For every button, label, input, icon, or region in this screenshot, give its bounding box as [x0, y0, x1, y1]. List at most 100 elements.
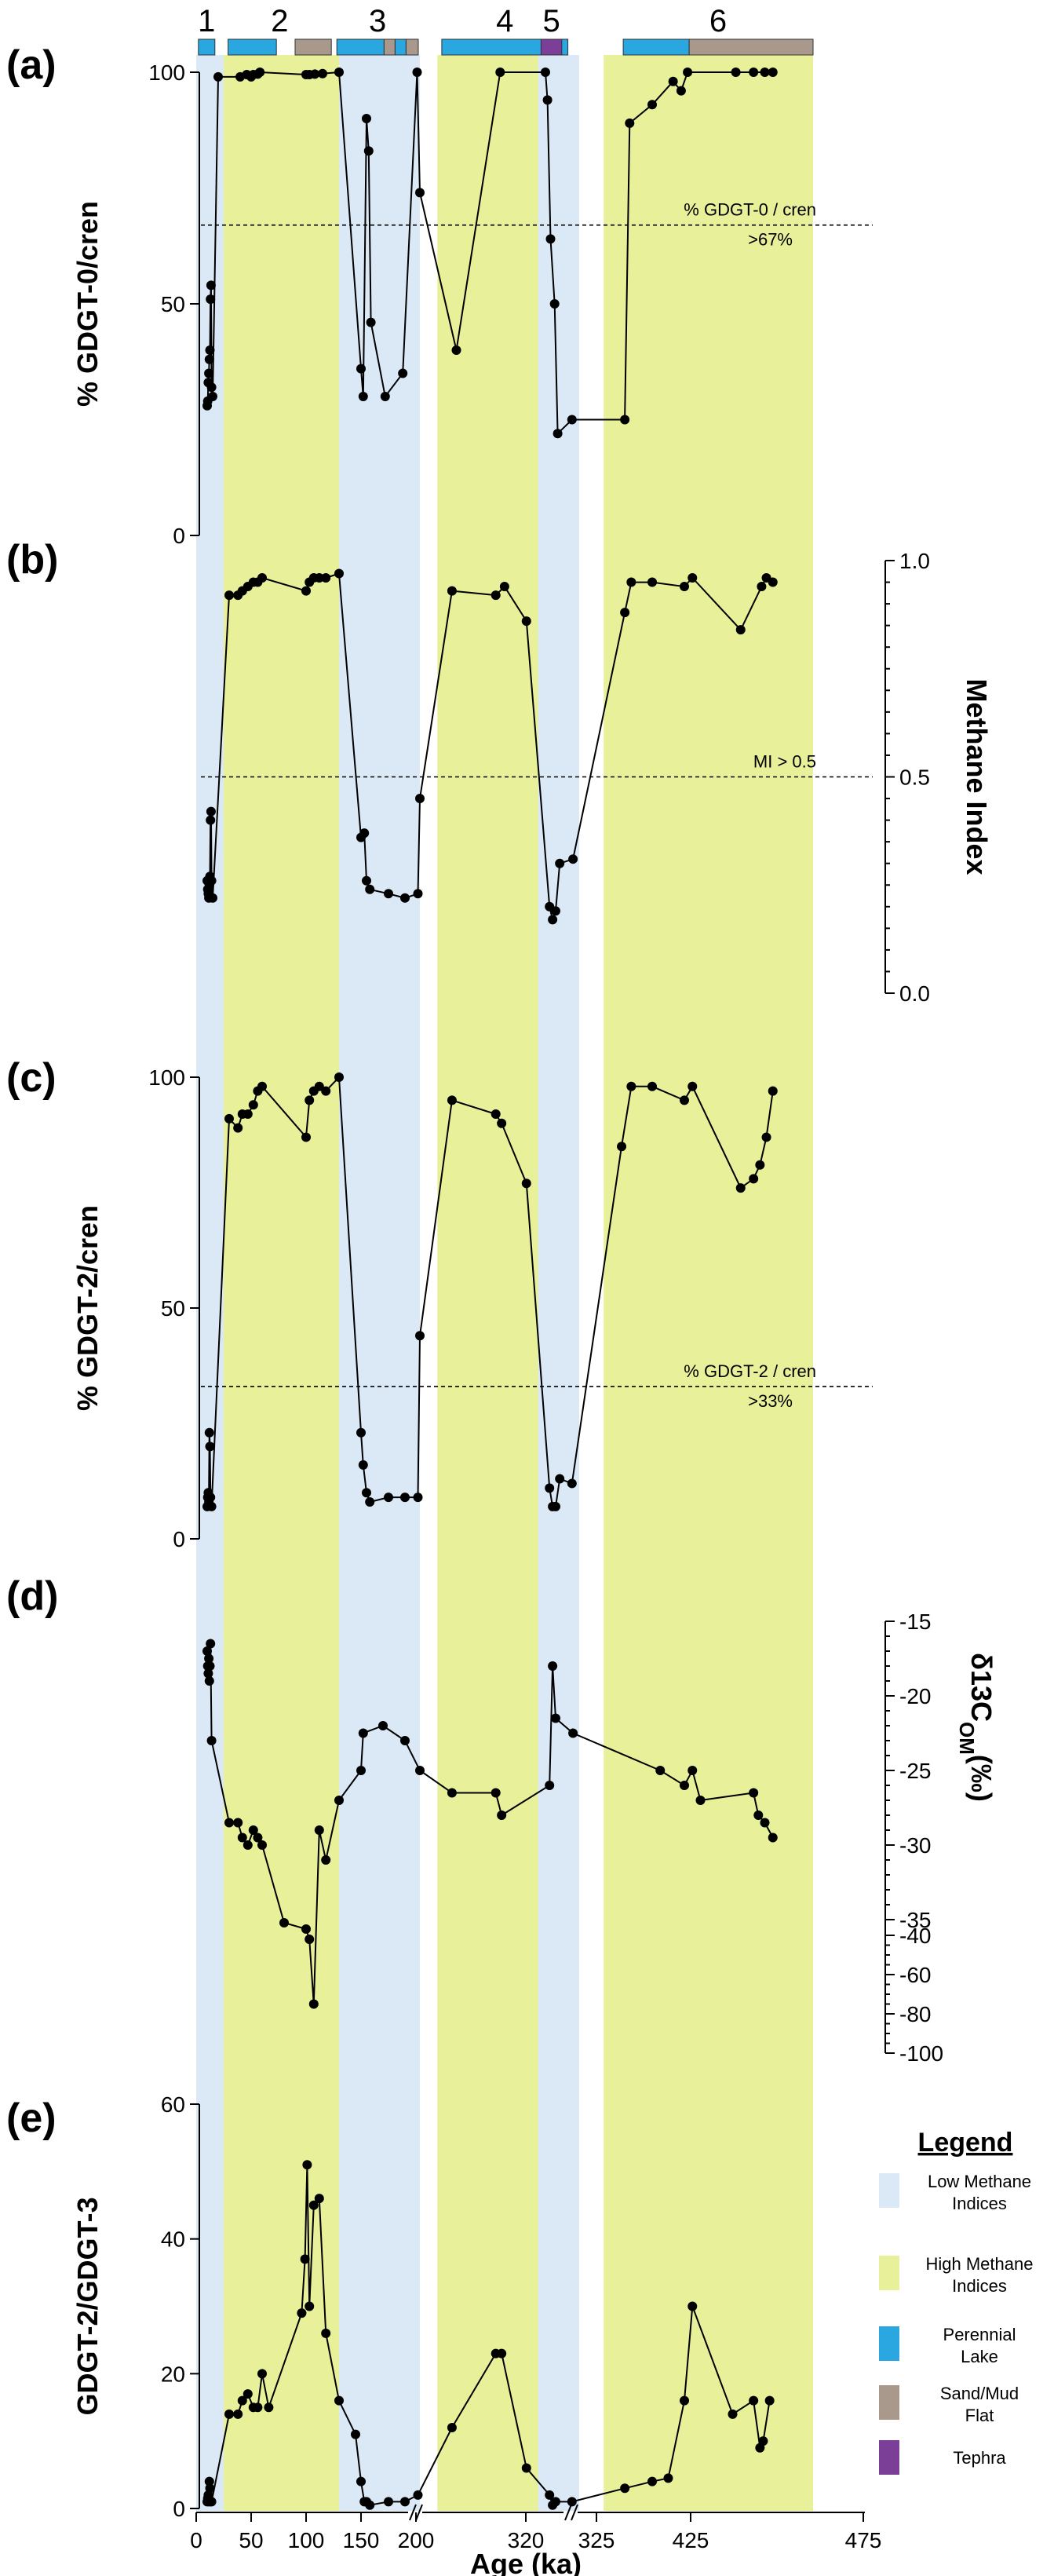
zone-band-2 [224, 55, 339, 2511]
data-point-e [314, 2194, 324, 2204]
data-point-e [687, 2301, 698, 2311]
data-point-a [760, 68, 770, 77]
x-tick-label: 100 [288, 2528, 325, 2552]
data-point-d [233, 1818, 243, 1828]
data-point-e [224, 2409, 234, 2419]
data-point-e [749, 2395, 759, 2406]
data-point-d [321, 1855, 331, 1865]
data-point-e [302, 2160, 312, 2170]
data-point-e [545, 2490, 555, 2500]
data-point-c [248, 1100, 258, 1110]
data-point-b [491, 590, 501, 601]
data-point-b [301, 586, 311, 596]
y-label-subscript: OM [955, 1722, 979, 1755]
data-point-d [378, 1721, 388, 1730]
data-point-e [300, 2254, 310, 2264]
environment-bar-segment [405, 38, 419, 56]
data-point-e [728, 2409, 738, 2419]
data-point-c [321, 1086, 331, 1096]
data-point-b [687, 573, 698, 583]
threshold-label-c: % GDGT-2 / cren [684, 1361, 816, 1381]
data-point-e [253, 2402, 263, 2413]
data-point-c [305, 1095, 315, 1105]
panel-c: (c) 0 50 100 % GDGT-2/cren % GDGT-2 / cren >33… [6, 1055, 873, 1551]
data-point-b [362, 875, 371, 886]
data-point-b [620, 608, 630, 618]
data-point-d [356, 1766, 366, 1775]
y-tick-label-c: 0 [173, 1527, 185, 1551]
data-point-c [224, 1113, 234, 1124]
environment-bar-segment [336, 38, 385, 56]
y-tick-label-b: 0.5 [899, 765, 930, 790]
threshold-label-a: % GDGT-0 / cren [684, 200, 816, 220]
x-axis: 0 50 100 150 200 320 325 425 475 Age (ka) [190, 2504, 881, 2576]
environment-bar-segment [540, 38, 563, 56]
data-point-a [415, 188, 425, 198]
environment-bar-segment [688, 38, 814, 56]
data-point-c [206, 1493, 216, 1503]
data-point-b [768, 577, 778, 587]
data-point-a [206, 280, 216, 290]
data-point-c [567, 1478, 577, 1489]
data-point-d [243, 1840, 253, 1850]
data-point-c [768, 1086, 778, 1096]
data-point-e [204, 2476, 214, 2486]
data-point-d [447, 1788, 457, 1798]
data-point-b [568, 854, 578, 864]
data-point-b [400, 893, 410, 903]
data-point-e [663, 2473, 673, 2483]
data-point-a [255, 68, 265, 77]
zone-label-2: 2 [271, 4, 288, 38]
data-point-a [334, 68, 344, 77]
x-axis-label: Age (ka) [470, 2548, 582, 2576]
data-point-a [451, 345, 461, 355]
data-point-a [356, 364, 366, 374]
data-point-c [491, 1109, 501, 1120]
data-point-a [213, 71, 223, 82]
data-point-b [680, 582, 689, 592]
data-point-d [203, 1668, 213, 1679]
data-point-e [334, 2395, 344, 2406]
data-point-e [351, 2429, 360, 2439]
data-point-a [206, 294, 216, 305]
x-axis-break [409, 2504, 417, 2521]
y-tick-label-d: -20 [899, 1684, 931, 1708]
data-point-d [749, 1788, 759, 1798]
legend-swatch-flat [879, 2385, 899, 2420]
panel-label-d: (d) [6, 1573, 58, 1619]
legend-label-tephra: Tephra [953, 2448, 1006, 2468]
data-point-b [521, 616, 531, 627]
data-point-a [380, 392, 390, 401]
y-axis-label-b: Methane Index [961, 678, 993, 875]
data-point-e [413, 2490, 423, 2500]
data-point-e [356, 2476, 366, 2486]
y-tick-label-d: -40 [899, 1924, 931, 1948]
data-point-e [620, 2483, 630, 2494]
data-point-c [413, 1493, 423, 1503]
data-point-d [206, 1736, 217, 1745]
data-point-e [521, 2463, 531, 2473]
data-point-d [202, 1646, 212, 1656]
data-point-d [358, 1728, 368, 1738]
data-point-d [257, 1840, 267, 1850]
data-point-a [676, 86, 686, 96]
data-point-b [413, 889, 423, 899]
data-point-a [398, 368, 408, 378]
threshold-sublabel-a: >67% [748, 230, 793, 250]
legend-label-low: Low Methane [928, 2172, 1031, 2191]
zone-label-4: 4 [496, 4, 513, 38]
data-point-b [626, 577, 636, 587]
legend-label-high: High Methane [926, 2254, 1034, 2274]
y-tick-label-c: 50 [161, 1296, 185, 1321]
data-point-b [551, 906, 560, 916]
data-point-b [384, 889, 393, 899]
legend-label-flat: Sand/Mud [940, 2384, 1019, 2403]
data-point-d [279, 1918, 289, 1927]
y-tick-label-d: -25 [899, 1759, 931, 1783]
y-tick-label-e: 60 [161, 2092, 185, 2117]
data-point-a [495, 68, 505, 77]
data-point-c [680, 1095, 689, 1105]
data-point-d [224, 1818, 234, 1828]
data-point-c [415, 1331, 425, 1341]
zone-band-5 [538, 55, 579, 2511]
